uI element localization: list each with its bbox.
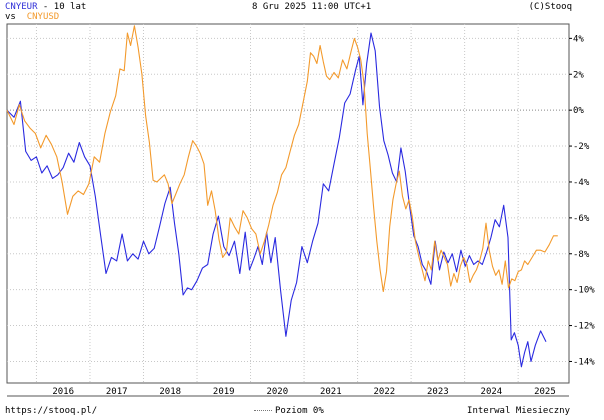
x-tick-label: 2017 (106, 387, 128, 397)
x-tick-label: 2018 (159, 387, 181, 397)
comparison-line: vs CNYUSD (5, 12, 59, 22)
y-tick-label: 2% (573, 70, 584, 80)
y-tick-label: -14% (573, 357, 595, 367)
x-tick-label: 2022 (373, 387, 395, 397)
interval-label: Interwal Miesieczny (467, 406, 570, 416)
y-tick-label: -4% (573, 178, 590, 188)
x-tick-label: 2024 (481, 387, 503, 397)
x-tick-label: 2025 (534, 387, 556, 397)
vs-label: vs (5, 12, 16, 22)
x-tick-label: 2016 (52, 387, 74, 397)
dotted-line-icon (254, 410, 272, 411)
zero-level-legend: Poziom 0% (254, 406, 324, 416)
y-tick-label: 0% (573, 106, 584, 116)
plot-area (6, 23, 570, 384)
series1-label[interactable]: CNYEUR (5, 2, 38, 12)
series-line-cnyeur (6, 32, 547, 368)
y-tick-label: -6% (573, 214, 590, 224)
x-tick-label: 2021 (320, 387, 342, 397)
x-tick-label: 2019 (213, 387, 235, 397)
x-tick-label: 2020 (266, 387, 288, 397)
y-tick-label: -2% (573, 142, 590, 152)
source-url[interactable]: https://stooq.pl/ (5, 406, 98, 416)
y-tick-label: -10% (573, 286, 595, 296)
copyright: (C)Stooq (528, 2, 572, 12)
chart-date: 8 Gru 2025 11:00 UTC+1 (252, 2, 372, 12)
chart-header-left: CNYEUR - 10 lat (5, 2, 86, 12)
y-tick-label: 4% (573, 34, 584, 44)
zero-level-label: Poziom 0% (275, 406, 324, 416)
period-label: - 10 lat (37, 2, 87, 12)
x-tick-label: 2023 (427, 387, 449, 397)
series2-label[interactable]: CNYUSD (26, 12, 60, 22)
series-line-cnyusd (6, 25, 558, 293)
y-tick-label: -8% (573, 250, 590, 260)
y-tick-label: -12% (573, 322, 595, 332)
